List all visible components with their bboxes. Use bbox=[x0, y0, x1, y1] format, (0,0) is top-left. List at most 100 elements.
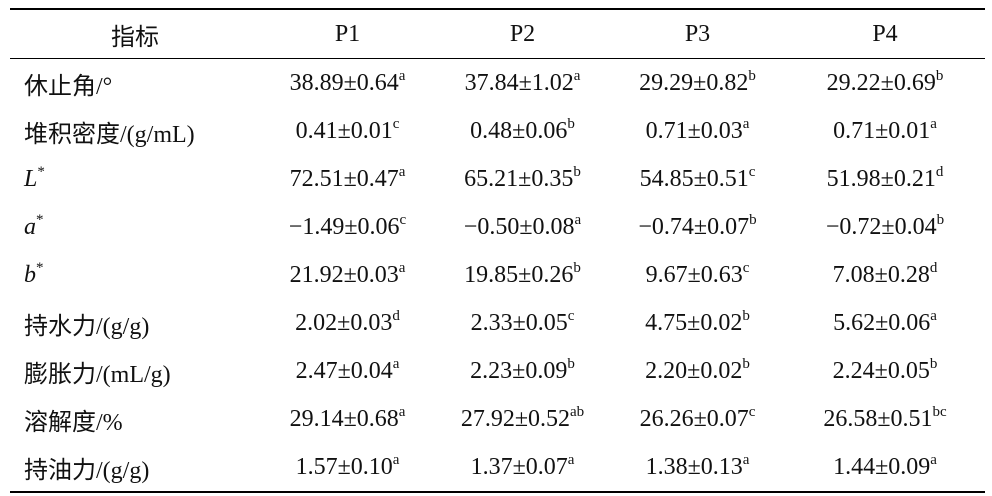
value-cell: −1.49±0.06c bbox=[260, 203, 435, 251]
data-table: 指标 P1 P2 P3 P4 休止角/° 38.89±0.64a 37.84±1.02 a 29… bbox=[10, 8, 985, 493]
value-text: 27.92±0.52 bbox=[460, 405, 570, 432]
value-text: 1.37±0.07 bbox=[470, 453, 568, 480]
value-cell: 26.26±0.07c bbox=[610, 395, 785, 443]
value-text: 1.57±0.10 bbox=[295, 453, 393, 480]
value-text: 7.08±0.28 bbox=[832, 261, 930, 288]
significance-letter: a bbox=[930, 115, 937, 132]
value-cell: 0.48±0.06b bbox=[435, 107, 610, 155]
label-text: 溶解度/% bbox=[24, 409, 123, 436]
value-cell: −0.72±0.04b bbox=[785, 203, 985, 251]
row-label: L* bbox=[10, 155, 260, 203]
label-text: 持水力/(g/g) bbox=[24, 313, 150, 340]
value-cell: 0.41±0.01c bbox=[260, 107, 435, 155]
value-cell: 21.92±0.03a bbox=[260, 251, 435, 299]
value-text: 0.41±0.01 bbox=[295, 117, 393, 144]
value-text: 37.84±1.02 bbox=[464, 69, 574, 96]
value-cell: 38.89±0.64a bbox=[260, 59, 435, 108]
significance-letter: ab bbox=[570, 403, 585, 420]
significance-letter: a bbox=[930, 307, 937, 324]
table-row: 膨胀力/(mL/g) 2.47±0.04a 2.23±0.09b 2.20±0.02b… bbox=[10, 347, 985, 395]
significance-letter: b bbox=[573, 163, 581, 180]
value-text: 5.62±0.06 bbox=[833, 309, 931, 336]
label-text: 堆积密度/(g/mL) bbox=[24, 121, 195, 148]
significance-letter: d bbox=[935, 163, 944, 180]
significance-letter: b bbox=[748, 67, 756, 84]
value-cell: 72.51±0.47a bbox=[260, 155, 435, 203]
table-row: 持油力/(g/g) 1.57±0.10a 1.37±0.07a 1.38±0.13a 1… bbox=[10, 443, 985, 492]
significance-letter: c bbox=[392, 115, 400, 132]
value-text: −0.74±0.07 bbox=[638, 213, 750, 240]
label-text: 休止角/° bbox=[24, 73, 113, 100]
significance-letter: c bbox=[399, 211, 407, 228]
label-text: b bbox=[24, 261, 36, 288]
value-text: −0.72±0.04 bbox=[825, 213, 937, 240]
value-cell: 2.23±0.09b bbox=[435, 347, 610, 395]
significance-letter: b bbox=[935, 67, 944, 84]
value-cell: 4.75±0.02b bbox=[610, 299, 785, 347]
significance-letter: a bbox=[398, 163, 406, 180]
value-text: 2.23±0.09 bbox=[470, 357, 568, 384]
significance-letter: b bbox=[929, 355, 938, 372]
table-row: 休止角/° 38.89±0.64a 37.84±1.02a 29.29±0.82b 29… bbox=[10, 59, 985, 108]
significance-letter: b bbox=[567, 115, 575, 132]
value-cell: 2.24±0.05b bbox=[785, 347, 985, 395]
value-text: 1.44±0.09 bbox=[833, 453, 931, 480]
label-superscript: * bbox=[37, 163, 45, 180]
value-text: 0.71±0.01 bbox=[833, 117, 931, 144]
header-cell: P2 bbox=[509, 20, 536, 47]
significance-letter: c bbox=[742, 259, 750, 276]
value-cell: −0.74±0.07b bbox=[610, 203, 785, 251]
value-text: 2.24±0.05 bbox=[832, 357, 930, 384]
significance-letter: b bbox=[567, 355, 575, 372]
value-cell: 2.02±0.03d bbox=[260, 299, 435, 347]
value-text: 54.85±0.51 bbox=[639, 165, 749, 192]
significance-letter: a bbox=[742, 451, 750, 468]
header-row: 指标 P1 P2 P3 P4 bbox=[10, 9, 985, 59]
label-text: a bbox=[24, 213, 36, 240]
value-text: 9.67±0.63 bbox=[645, 261, 743, 288]
row-label: 溶解度/% bbox=[10, 395, 260, 443]
value-text: 19.85±0.26 bbox=[464, 261, 574, 288]
label-text: L bbox=[24, 165, 38, 192]
value-text: 26.58±0.51 bbox=[823, 405, 933, 432]
row-label: 堆积密度/(g/mL) bbox=[10, 107, 260, 155]
significance-letter: b bbox=[749, 211, 757, 228]
row-label: 持油力/(g/g) bbox=[10, 443, 260, 492]
value-text: 51.98±0.21 bbox=[826, 165, 936, 192]
value-cell: 2.33±0.05c bbox=[435, 299, 610, 347]
value-text: 26.26±0.07 bbox=[639, 405, 749, 432]
value-text: 1.38±0.13 bbox=[645, 453, 743, 480]
label-superscript: * bbox=[36, 211, 44, 228]
value-text: 21.92±0.03 bbox=[289, 261, 399, 288]
significance-letter: d bbox=[392, 307, 400, 324]
significance-letter: d bbox=[929, 259, 938, 276]
value-text: 2.47±0.04 bbox=[295, 357, 393, 384]
value-cell: 51.98±0.21d bbox=[785, 155, 985, 203]
significance-letter: a bbox=[574, 211, 582, 228]
label-text: 持油力/(g/g) bbox=[24, 457, 150, 484]
table-row: b* 21.92±0.03a 19.85±0.26b 9.67±0.63c 7.08±0… bbox=[10, 251, 985, 299]
value-text: 72.51±0.47 bbox=[289, 165, 399, 192]
significance-letter: a bbox=[392, 355, 400, 372]
significance-letter: a bbox=[398, 403, 406, 420]
value-text: 2.20±0.02 bbox=[645, 357, 743, 384]
significance-letter: a bbox=[392, 451, 400, 468]
value-cell: 2.20±0.02b bbox=[610, 347, 785, 395]
significance-letter: b bbox=[936, 211, 945, 228]
table-body: 休止角/° 38.89±0.64a 37.84±1.02a 29.29±0.82b 29… bbox=[10, 59, 985, 492]
header-cell: 指标 bbox=[111, 24, 159, 51]
significance-letter: c bbox=[748, 403, 756, 420]
value-cell: 7.08±0.28d bbox=[785, 251, 985, 299]
significance-letter: bc bbox=[932, 403, 947, 420]
value-cell: 29.29±0.82b bbox=[610, 59, 785, 108]
table-row: 堆积密度/(g/mL) 0.41±0.01c 0.48±0.06b 0.71±0.03… bbox=[10, 107, 985, 155]
significance-letter: b bbox=[742, 307, 750, 324]
table-row: L* 72.51±0.47a 65.21±0.35b 54.85±0.51c 51.98… bbox=[10, 155, 985, 203]
row-label: 膨胀力/(mL/g) bbox=[10, 347, 260, 395]
significance-letter: a bbox=[398, 67, 406, 84]
value-cell: −0.50±0.08a bbox=[435, 203, 610, 251]
significance-letter: b bbox=[742, 355, 750, 372]
value-text: 29.29±0.82 bbox=[639, 69, 749, 96]
value-text: 65.21±0.35 bbox=[464, 165, 574, 192]
value-cell: 1.57±0.10a bbox=[260, 443, 435, 492]
